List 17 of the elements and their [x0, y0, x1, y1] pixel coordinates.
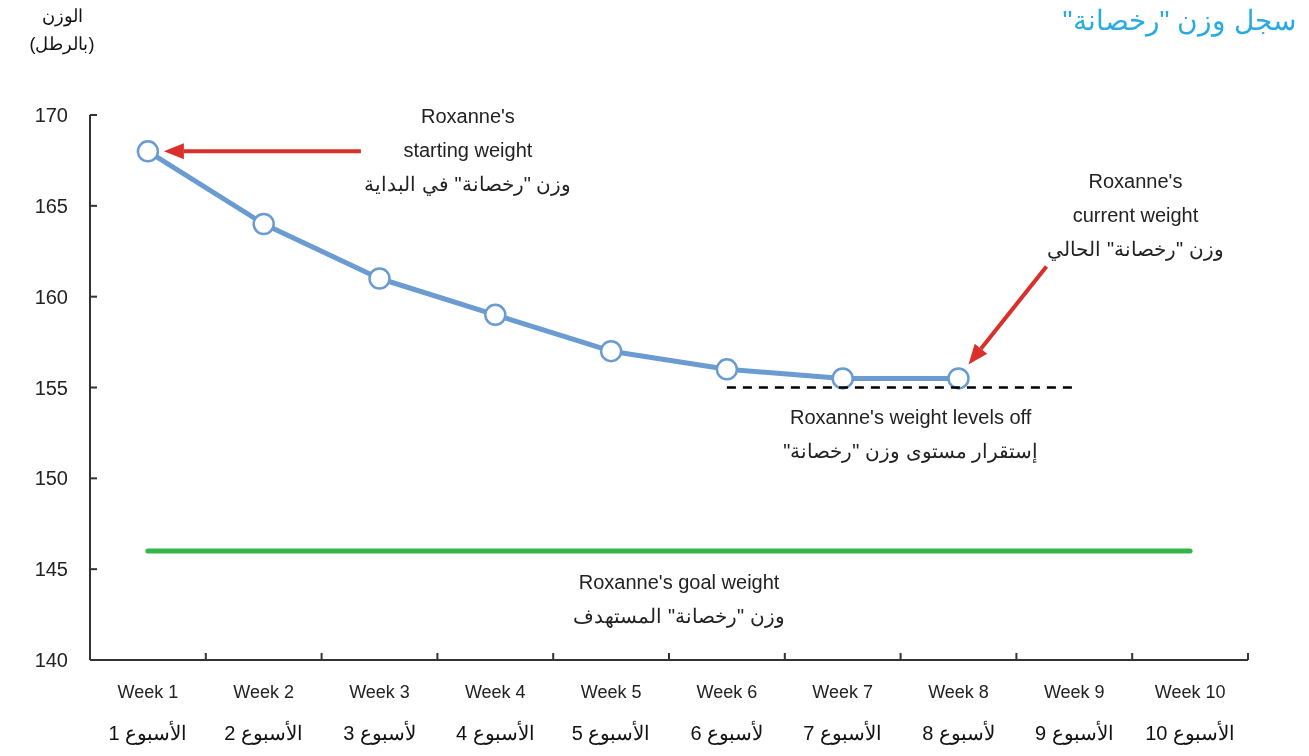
point [947, 367, 970, 390]
y-tick-label: 170 [34, 104, 68, 126]
point [368, 267, 391, 290]
point [252, 212, 275, 236]
point [831, 367, 854, 390]
y-tick-label: 140 [34, 649, 68, 671]
y-axis-title: الوزن (بالرطل) [29, 6, 95, 55]
point [599, 339, 623, 363]
y-tick-label: 160 [34, 285, 68, 308]
y-tick-label: 165 [34, 194, 68, 217]
y-tick-label: 150 [34, 467, 68, 490]
chart-title: سجل وزن "رخصانة" [1062, 5, 1296, 37]
y-tick-label: 145 [34, 558, 68, 581]
point [136, 140, 160, 163]
y-tick-label: 155 [34, 376, 68, 399]
point [715, 358, 739, 381]
point [484, 303, 507, 327]
